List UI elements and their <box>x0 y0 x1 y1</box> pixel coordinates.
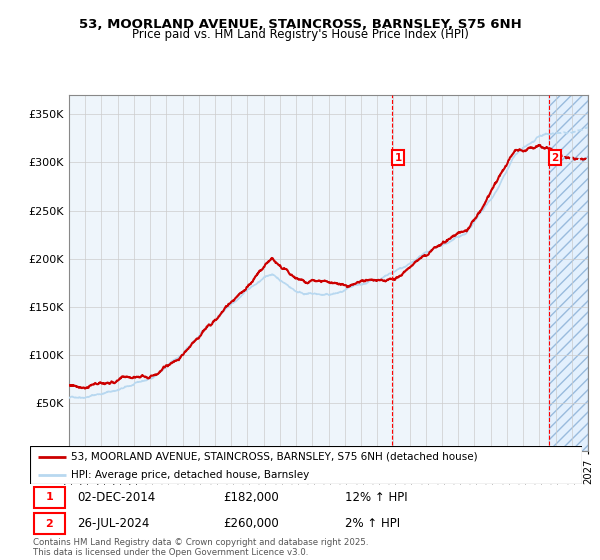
Text: 1: 1 <box>46 492 53 502</box>
FancyBboxPatch shape <box>34 487 65 508</box>
FancyBboxPatch shape <box>34 513 65 534</box>
Text: 12% ↑ HPI: 12% ↑ HPI <box>344 491 407 504</box>
FancyBboxPatch shape <box>30 446 582 484</box>
Bar <box>549 95 588 451</box>
Text: 53, MOORLAND AVENUE, STAINCROSS, BARNSLEY, S75 6NH: 53, MOORLAND AVENUE, STAINCROSS, BARNSLE… <box>79 18 521 31</box>
Text: Price paid vs. HM Land Registry's House Price Index (HPI): Price paid vs. HM Land Registry's House … <box>131 28 469 41</box>
Bar <box>549 95 588 451</box>
Text: £260,000: £260,000 <box>223 517 279 530</box>
Text: 2: 2 <box>46 519 53 529</box>
Text: £182,000: £182,000 <box>223 491 279 504</box>
Text: 53, MOORLAND AVENUE, STAINCROSS, BARNSLEY, S75 6NH (detached house): 53, MOORLAND AVENUE, STAINCROSS, BARNSLE… <box>71 452 478 462</box>
Text: 2% ↑ HPI: 2% ↑ HPI <box>344 517 400 530</box>
Text: 1: 1 <box>395 153 402 162</box>
Text: HPI: Average price, detached house, Barnsley: HPI: Average price, detached house, Barn… <box>71 470 310 480</box>
Text: Contains HM Land Registry data © Crown copyright and database right 2025.
This d: Contains HM Land Registry data © Crown c… <box>33 538 368 557</box>
Text: 02-DEC-2014: 02-DEC-2014 <box>77 491 155 504</box>
Text: 26-JUL-2024: 26-JUL-2024 <box>77 517 149 530</box>
Text: 2: 2 <box>551 153 559 162</box>
